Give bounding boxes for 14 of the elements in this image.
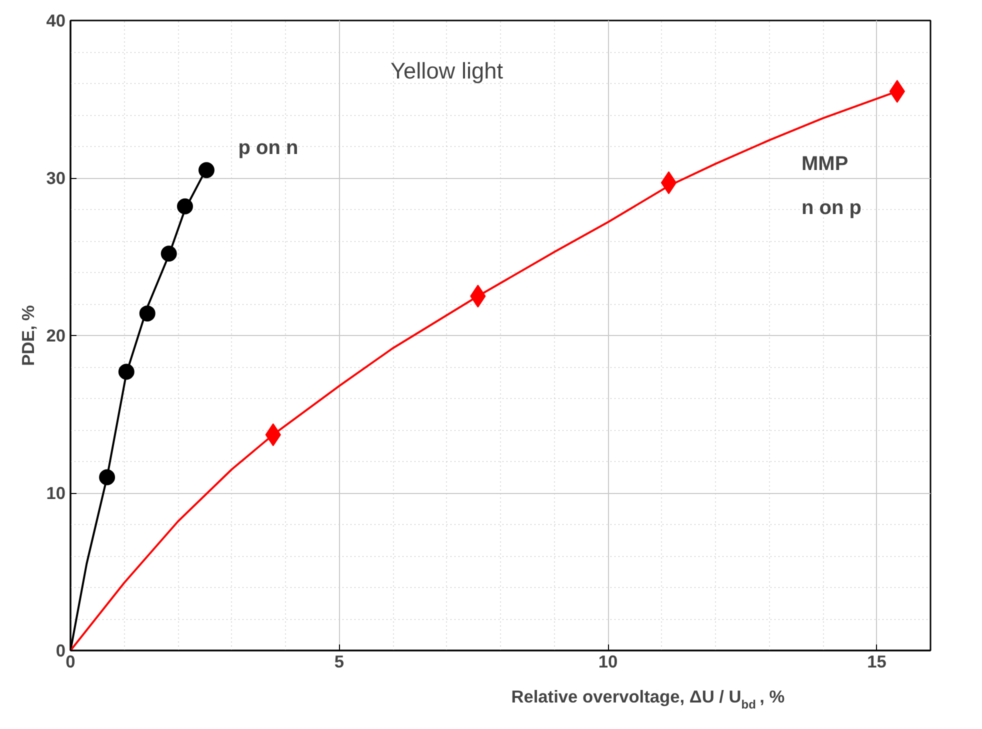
x-tick-label: 5 xyxy=(334,652,344,672)
point xyxy=(198,162,214,178)
x-tick-label: 10 xyxy=(598,652,618,672)
y-tick-label: 20 xyxy=(46,326,66,346)
annotation: p on n xyxy=(238,137,298,160)
y-tick-label: 10 xyxy=(46,483,66,503)
x-tick-label: 15 xyxy=(867,652,887,672)
text: Yellow light xyxy=(390,58,504,84)
annotation: n on p xyxy=(802,196,862,219)
y-tick-label: 30 xyxy=(46,168,66,188)
point xyxy=(889,80,906,103)
y-tick-label: 40 xyxy=(46,10,66,30)
annotation: MMP xyxy=(802,152,848,175)
y-axis-title: PDE, % xyxy=(18,305,38,366)
